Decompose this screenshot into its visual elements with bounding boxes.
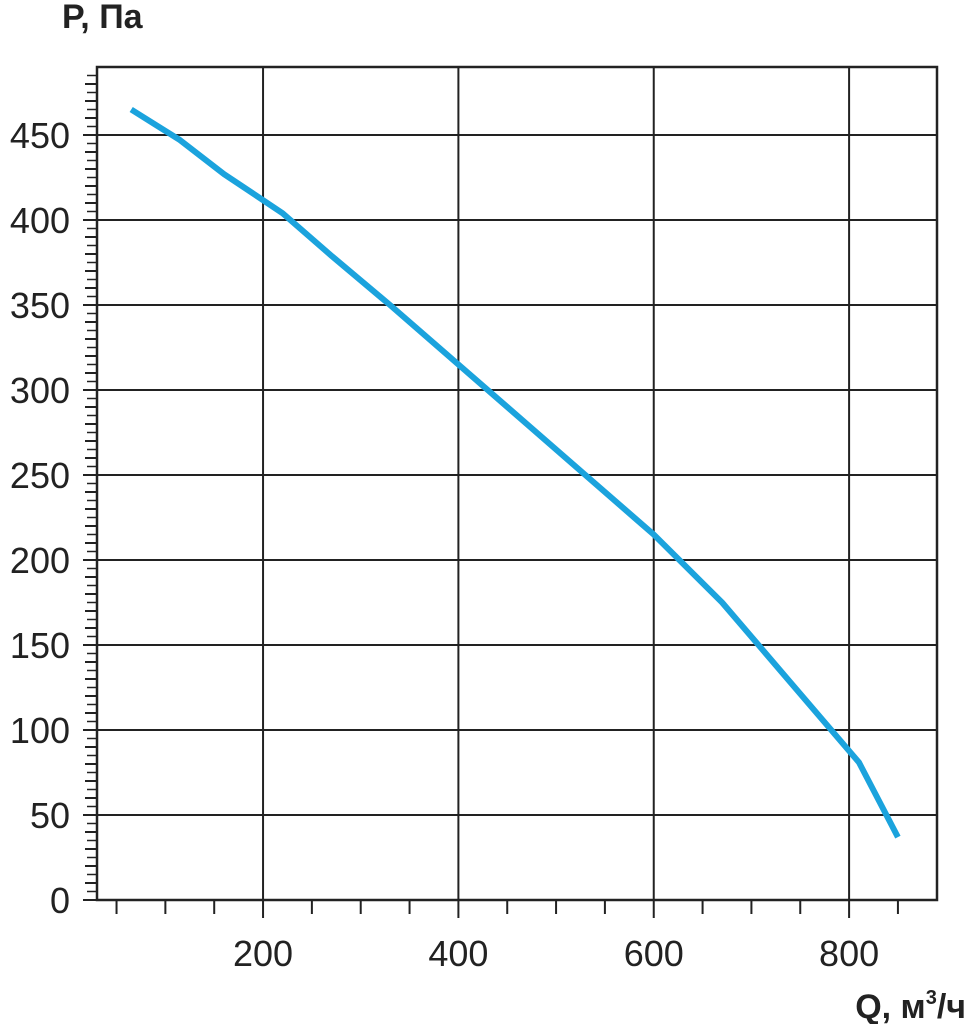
x-tick-labels: 200 400 600 800: [233, 933, 879, 974]
x-tick-label-200: 200: [233, 933, 293, 974]
series-layer: [129, 106, 901, 839]
x-axis-title: Q, м3/ч: [855, 987, 966, 1024]
x-axis-title-main: Q, м: [855, 988, 926, 1024]
y-tick-label-350: 350: [10, 285, 70, 326]
y-tick-label-50: 50: [30, 795, 70, 836]
x-tick-label-800: 800: [819, 933, 879, 974]
y-tick-label-450: 450: [10, 115, 70, 156]
y-tick-label-300: 300: [10, 370, 70, 411]
y-tick-label-100: 100: [10, 710, 70, 751]
y-tick-label-250: 250: [10, 455, 70, 496]
x-axis-title-superscript: 3: [926, 987, 937, 1009]
y-tick-labels: 0 50 100 150 200 250 300 350 400 450: [10, 115, 70, 921]
x-tick-label-600: 600: [624, 933, 684, 974]
y-axis-title: P, Па: [62, 0, 144, 36]
y-tick-label-0: 0: [50, 880, 70, 921]
x-axis-title-tail: /ч: [937, 988, 966, 1024]
axis-ticks: [83, 74, 899, 918]
y-tick-label-150: 150: [10, 625, 70, 666]
y-tick-label-200: 200: [10, 540, 70, 581]
y-tick-label-400: 400: [10, 200, 70, 241]
plot-border: [95, 65, 939, 902]
plot-frame: [95, 65, 939, 902]
grid: [97, 67, 937, 900]
x-tick-label-400: 400: [428, 933, 488, 974]
series-line-0: [129, 106, 901, 839]
